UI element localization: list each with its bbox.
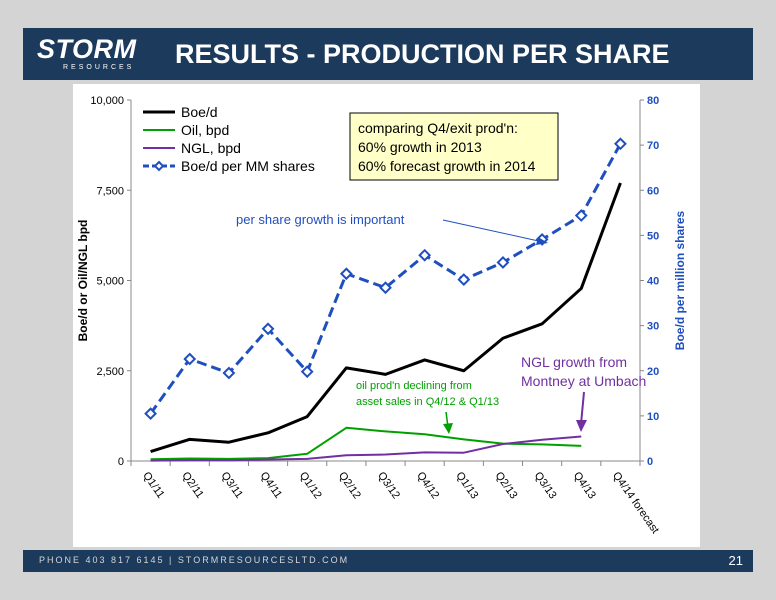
x-tick-label: Q2/11 [179,470,206,501]
legend-entry: Boe/d per MM shares [181,158,315,174]
right-axis-title: Boe/d per million shares [673,210,687,350]
legend-entry: Oil, bpd [181,122,229,138]
x-tick-label: Q4/11 [258,470,285,501]
ngl-arrow-line [580,391,585,425]
left-axis-title: Boe/d or Oil/NGL bpd [76,220,90,342]
right-tick-label: 70 [647,140,659,152]
right-tick-label: 10 [647,411,659,423]
right-tick-label: 50 [647,230,659,242]
oil-decline-annotation: asset sales in Q4/12 & Q1/13 [356,396,499,408]
left-tick-label: 2,500 [96,366,124,378]
legend-marker [153,160,165,172]
storm-logo: STORM RESOURCES [37,34,157,76]
series-point-marker [183,352,197,366]
series-point-marker [379,281,392,295]
legend-entry: Boe/d [181,104,218,120]
legend-entry: NGL, bpd [181,140,241,156]
footer-contact: PHONE 403 817 6145 | STORMRESOURCESLTD.C… [39,555,350,565]
page-title: RESULTS - PRODUCTION PER SHARE [175,39,670,69]
left-tick-label: 5,000 [96,276,124,288]
left-tick-label: 7,500 [96,185,124,197]
right-tick-label: 20 [647,366,659,378]
right-tick-label: 30 [647,321,659,333]
x-tick-label: Q3/11 [218,470,245,501]
oil-decline-annotation: oil prod'n declining from [356,380,472,392]
logo-sub-text: RESOURCES [63,64,135,71]
series-point-marker [457,273,471,287]
page-number: 21 [728,553,743,568]
chart-panel: 0 2,500 5,000 7,500 10,000 0 10 20 30 40 50 60 70 80 Q… [73,84,700,547]
series-line-1 [150,182,622,454]
series-point-marker [300,365,314,379]
annotation-box-line: comparing Q4/exit prod'n: [358,120,518,136]
x-tick-label: Q4/12 [414,470,441,501]
header-bar: STORM RESOURCES RESULTS - PRODUCTION PER… [23,28,753,80]
production-chart: 0 2,500 5,000 7,500 10,000 0 10 20 30 40 50 60 70 80 Q… [76,95,687,536]
footer-bar: PHONE 403 817 6145 | STORMRESOURCESLTD.C… [23,550,753,572]
right-tick-label: 0 [647,456,653,468]
series-point-marker [574,209,588,222]
per-share-arrow-line [442,219,544,243]
series-line-3 [150,435,582,462]
right-tick-label: 60 [647,185,659,197]
annotation-box [349,112,559,181]
logo-main-text: STORM [37,34,137,64]
right-tick-label: 40 [647,276,659,288]
series-point-marker [614,137,627,151]
x-tick-label: Q4/14 forecast [610,470,661,536]
annotation-box-line: 60% forecast growth in 2014 [358,158,536,174]
per-share-annotation: per share growth is important [236,212,405,227]
oil-arrowhead [443,423,453,434]
x-tick-label: Q3/13 [532,470,559,501]
x-tick-label: Q2/13 [493,470,520,501]
left-tick-label: 0 [118,456,124,468]
series-point-marker [261,322,275,336]
series-point-marker [418,248,432,262]
right-tick-label: 80 [647,95,659,107]
x-tick-label: Q1/11 [140,470,167,501]
series-point-marker [144,407,157,421]
annotation-box-line: 60% growth in 2013 [358,139,482,155]
left-tick-label: 10,000 [90,95,124,107]
per-share-arrowhead [536,237,548,245]
ngl-arrowhead [576,420,587,432]
x-tick-label: Q2/12 [336,470,363,501]
ngl-growth-annotation: NGL growth from [521,354,627,370]
x-tick-label: Q4/13 [571,470,598,501]
x-tick-label: Q1/13 [453,470,480,501]
ngl-growth-annotation: Montney at Umbach [521,373,646,389]
series-point-marker [339,267,353,281]
x-tick-label: Q3/12 [375,470,402,501]
series-point-marker [496,256,510,269]
series-point-marker [222,366,236,380]
x-tick-label: Q1/12 [297,470,324,501]
